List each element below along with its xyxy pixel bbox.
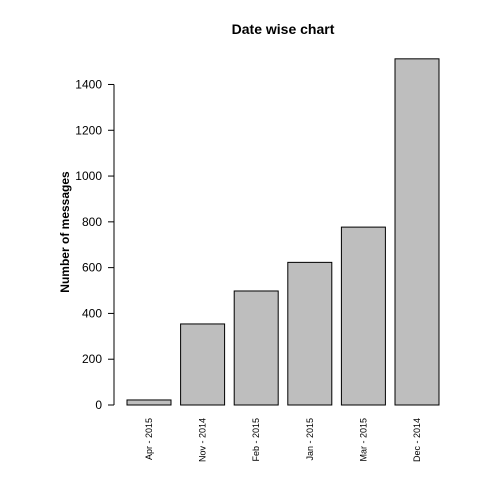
y-tick-label: 1200 xyxy=(75,123,102,137)
x-tick-labels: Apr - 2015 Nov - 2014 Feb - 2015 Jan - 2015… xyxy=(144,418,422,462)
x-tick-label: Dec - 2014 xyxy=(412,418,422,462)
bar xyxy=(288,262,332,405)
y-tick-label: 600 xyxy=(82,261,102,275)
bar xyxy=(181,324,225,405)
y-axis: 0 200 400 600 800 1000 1200 1400 xyxy=(75,77,114,412)
y-tick-label: 0 xyxy=(95,398,102,412)
y-tick-label: 200 xyxy=(82,352,102,366)
bar xyxy=(395,59,439,405)
x-tick-label: Jan - 2015 xyxy=(305,418,315,461)
bar xyxy=(234,291,278,405)
x-tick-label: Feb - 2015 xyxy=(251,418,261,462)
y-axis-label: Number of messages xyxy=(58,171,72,293)
bars-group xyxy=(127,59,439,405)
y-tick-label: 1000 xyxy=(75,169,102,183)
y-tick-label: 400 xyxy=(82,306,102,320)
y-tick-label: 800 xyxy=(82,215,102,229)
y-tick-label: 1400 xyxy=(75,77,102,91)
x-tick-label: Apr - 2015 xyxy=(144,418,154,460)
x-tick-label: Nov - 2014 xyxy=(198,418,208,462)
x-tick-label: Mar - 2015 xyxy=(358,418,368,462)
bar xyxy=(341,227,385,405)
chart-title: Date wise chart xyxy=(232,21,335,37)
bar xyxy=(127,400,171,405)
